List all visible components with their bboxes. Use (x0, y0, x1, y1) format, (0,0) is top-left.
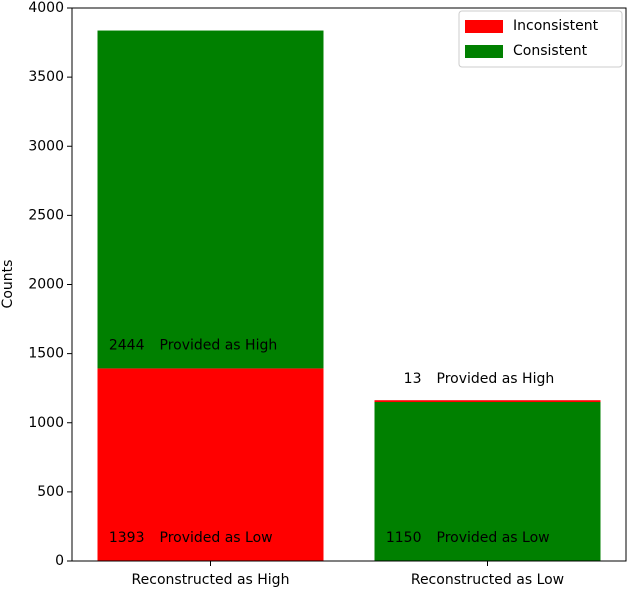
value-label: 1393 (109, 530, 145, 546)
x-tick-label: Reconstructed as Low (411, 572, 564, 588)
bar-segment (374, 400, 601, 403)
value-label: 1150 (386, 530, 422, 546)
legend-swatch (465, 45, 503, 58)
y-tick-label: 1000 (28, 415, 64, 431)
plot-frame (71, 7, 627, 562)
legend-label: Consistent (513, 43, 588, 59)
value-label: 2444 (109, 337, 145, 353)
y-tick-label: 3500 (28, 69, 64, 85)
y-tick-label: 0 (55, 553, 64, 569)
legend-swatch (465, 20, 503, 33)
y-tick-label: 4000 (28, 0, 64, 16)
annotation: Provided as High (160, 337, 278, 353)
y-tick-label: 3000 (28, 138, 64, 154)
annotation: Provided as Low (160, 530, 273, 546)
bar-segment (374, 402, 601, 561)
legend-label: Inconsistent (513, 18, 599, 34)
annotation: Provided as High (437, 371, 555, 387)
y-tick-label: 500 (37, 484, 64, 500)
bar-segment (97, 368, 324, 561)
y-tick-label: 1500 (28, 346, 64, 362)
y-tick-label: 2000 (28, 277, 64, 293)
bar-segment (97, 30, 324, 369)
x-tick-label: Reconstructed as High (132, 572, 290, 588)
value-label: 13 (404, 371, 422, 387)
y-tick-label: 2500 (28, 207, 64, 223)
annotation: Provided as Low (437, 530, 550, 546)
y-axis-label: Counts (0, 260, 16, 309)
